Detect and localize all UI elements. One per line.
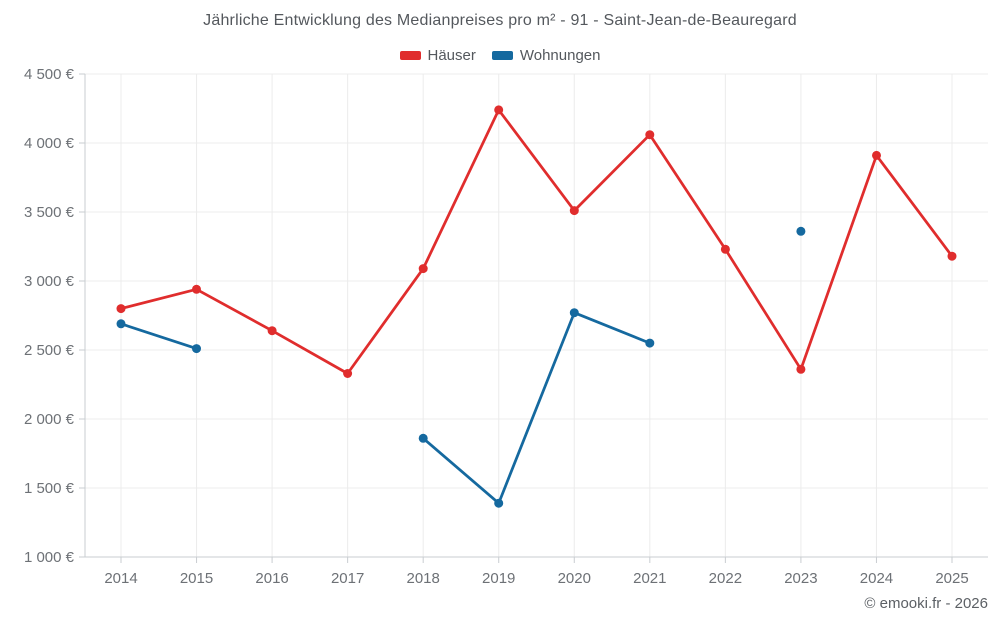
x-tick-label: 2014: [104, 570, 137, 587]
y-tick-label: 1 000 €: [24, 549, 75, 566]
data-point[interactable]: [343, 369, 353, 378]
watermark-credit: © emooki.fr - 2026: [864, 595, 988, 612]
data-point[interactable]: [569, 308, 579, 318]
data-point[interactable]: [494, 498, 504, 508]
series-line: [119, 322, 198, 350]
y-tick-label: 3 500 €: [24, 204, 75, 221]
legend-swatch-icon: [491, 51, 513, 60]
data-point[interactable]: [645, 338, 655, 348]
data-point[interactable]: [796, 226, 806, 236]
legend-item[interactable]: Häuser: [399, 47, 476, 64]
x-tick-label: 2016: [255, 570, 288, 587]
data-point[interactable]: [418, 433, 428, 443]
y-tick-label: 2 000 €: [24, 411, 75, 428]
legend-swatch-icon: [399, 51, 421, 60]
x-tick-label: 2022: [709, 570, 742, 587]
y-tick-label: 4 500 €: [24, 66, 75, 83]
x-tick-label: 2025: [935, 570, 968, 587]
data-point[interactable]: [645, 130, 655, 140]
legend-item[interactable]: Wohnungen: [491, 47, 601, 64]
data-point[interactable]: [872, 150, 881, 160]
data-point[interactable]: [267, 326, 277, 336]
x-tick-label: 2021: [633, 570, 666, 587]
y-tick-label: 2 500 €: [24, 342, 75, 359]
data-point[interactable]: [796, 364, 806, 374]
data-point[interactable]: [720, 244, 730, 254]
data-point[interactable]: [116, 319, 126, 329]
legend-label: Wohnungen: [519, 47, 601, 64]
legend: Häuser Wohnungen: [0, 47, 1000, 64]
data-point[interactable]: [192, 344, 201, 354]
x-tick-label: 2018: [406, 570, 439, 587]
data-point[interactable]: [569, 206, 579, 216]
data-point[interactable]: [494, 105, 504, 115]
y-tick-label: 4 000 €: [24, 135, 75, 152]
x-tick-label: 2024: [860, 570, 893, 587]
data-point[interactable]: [947, 251, 957, 261]
x-tick-label: 2020: [558, 570, 591, 587]
x-tick-label: 2023: [784, 570, 817, 587]
chart-title: Jährliche Entwicklung des Medianpreises …: [203, 12, 797, 29]
y-tick-label: 3 000 €: [24, 273, 75, 290]
data-point[interactable]: [116, 304, 126, 314]
data-point[interactable]: [192, 284, 201, 294]
x-tick-label: 2015: [180, 570, 213, 587]
legend-label: Häuser: [427, 47, 476, 64]
data-point[interactable]: [418, 264, 428, 274]
y-tick-label: 1 500 €: [24, 480, 75, 497]
series-line: [421, 311, 652, 505]
x-tick-label: 2017: [331, 570, 364, 587]
x-tick-label: 2019: [482, 570, 515, 587]
series-line: [119, 108, 954, 375]
